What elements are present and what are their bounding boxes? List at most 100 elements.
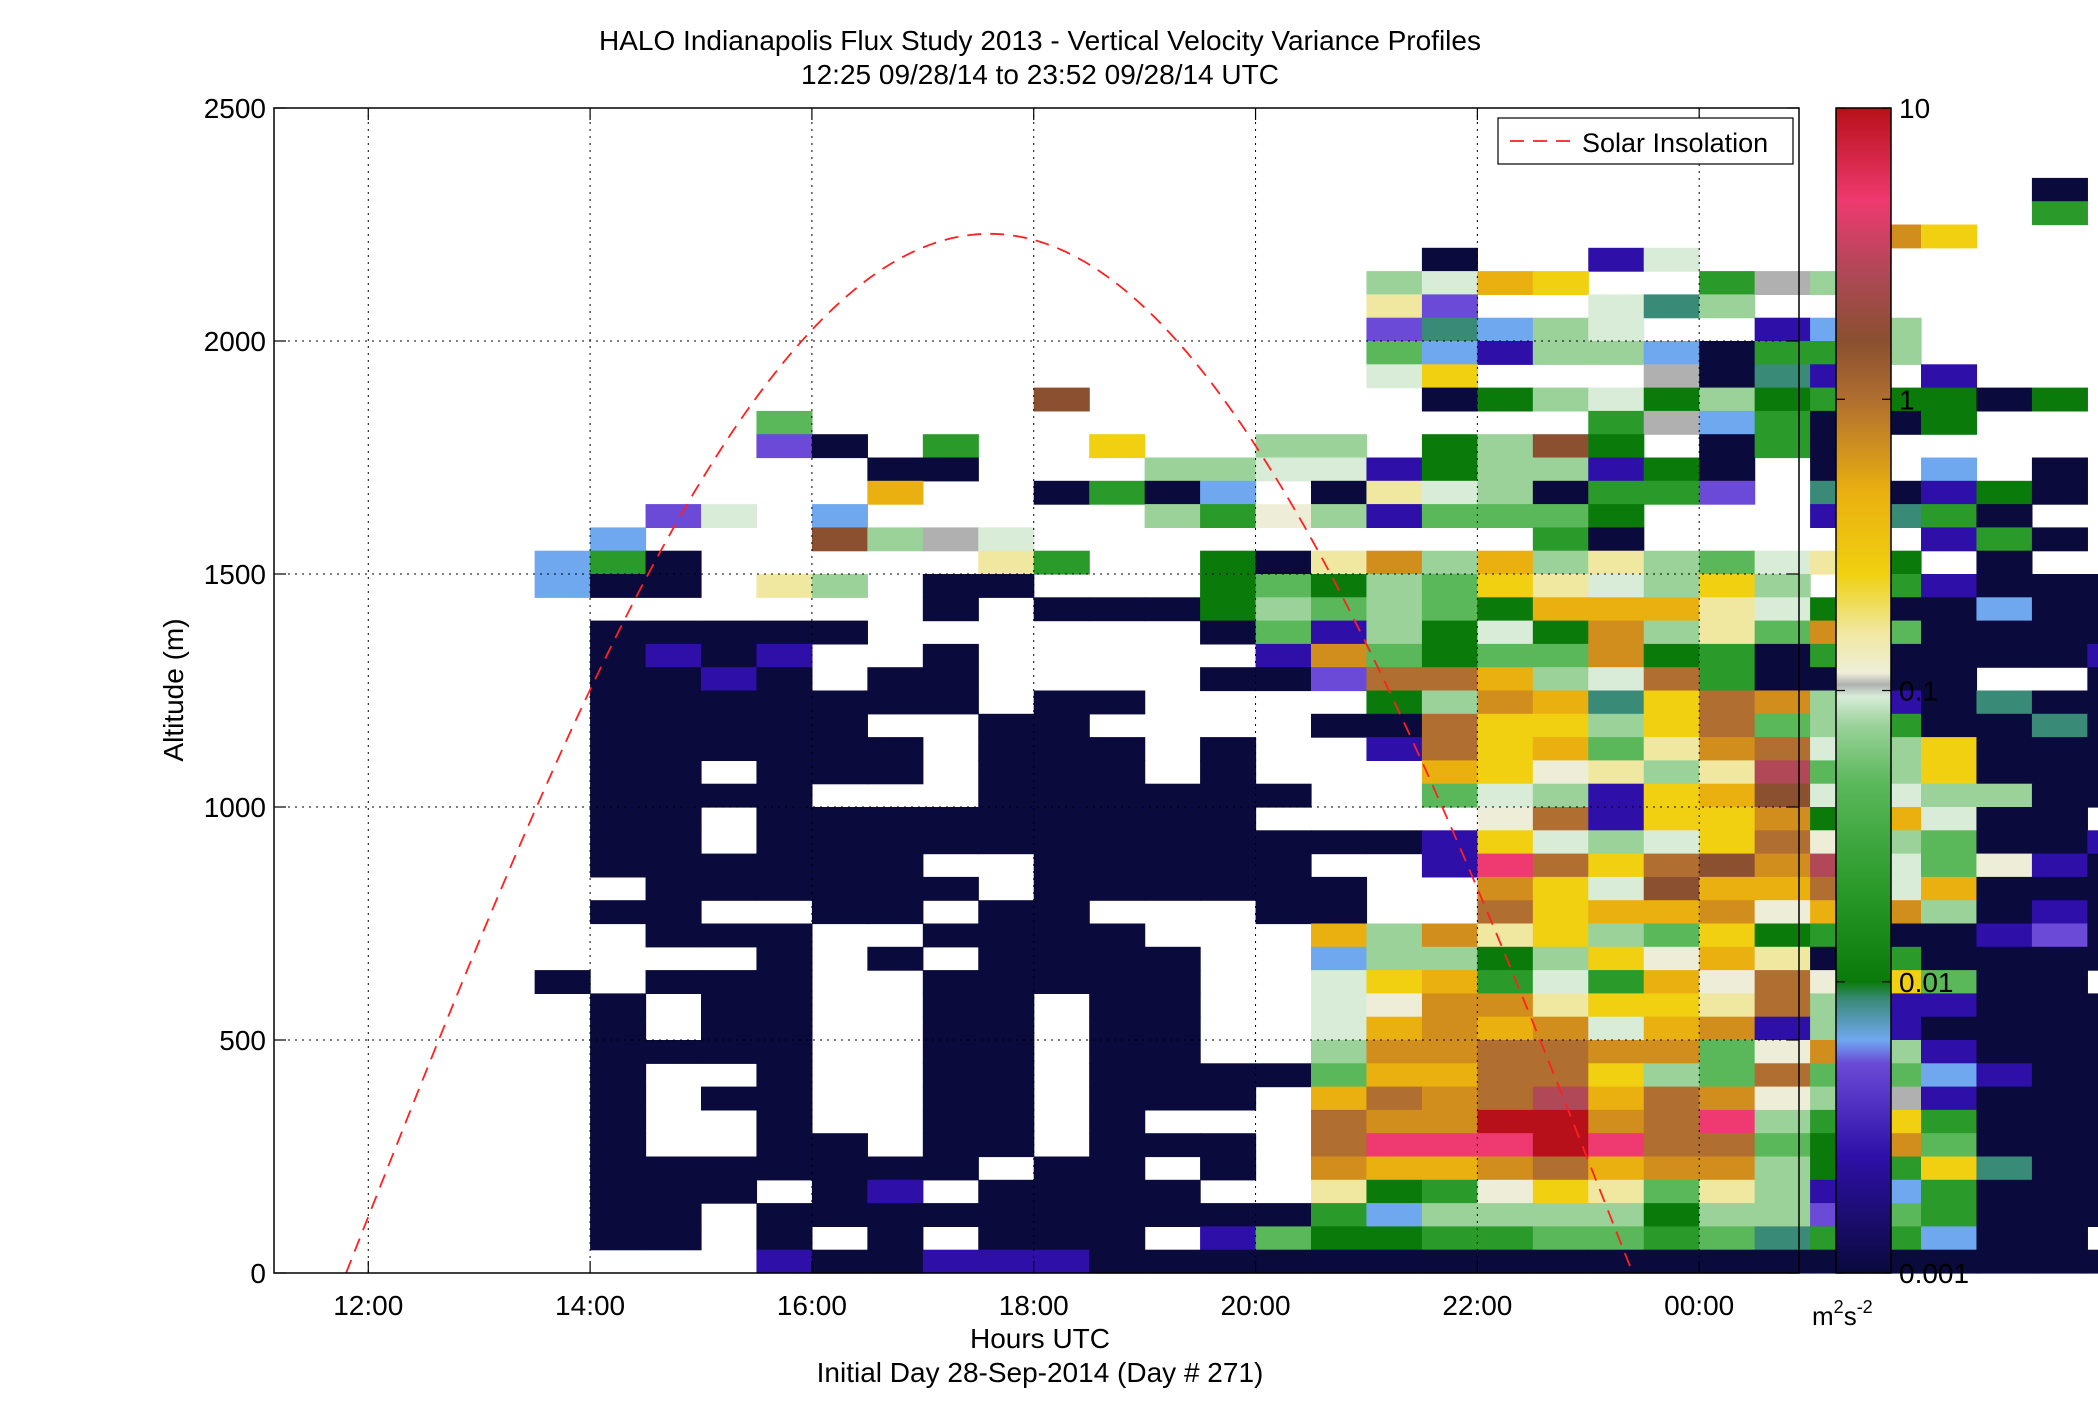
heatmap-cell xyxy=(2087,1040,2098,1064)
heatmap-cell xyxy=(590,667,647,692)
heatmap-cell xyxy=(1754,271,1811,295)
heatmap-cell xyxy=(922,1086,979,1111)
heatmap-cell xyxy=(1200,620,1257,645)
heatmap-cell xyxy=(1477,993,1534,1018)
heatmap-cell xyxy=(1532,760,1589,785)
heatmap-cell xyxy=(1588,643,1645,668)
heatmap-cell xyxy=(1144,480,1201,505)
heatmap-cell xyxy=(645,923,702,948)
heatmap-cell xyxy=(978,1226,1035,1251)
heatmap-cell xyxy=(2031,620,2088,645)
heatmap-cell xyxy=(978,970,1035,994)
heatmap-cell xyxy=(1200,1156,1257,1181)
legend: Solar Insolation xyxy=(1497,117,1794,165)
chart-title: HALO Indianapolis Flux Study 2013 - Vert… xyxy=(599,25,1481,56)
heatmap-cell xyxy=(1976,876,2033,901)
heatmap-cell xyxy=(1643,457,1700,482)
heatmap-cell xyxy=(1532,667,1589,692)
heatmap-cell xyxy=(1699,1156,1756,1181)
heatmap-cell xyxy=(1643,364,1700,389)
colorbar: 0.001 0.01 0.1 1 10 m2s-2 xyxy=(1812,93,1969,1331)
heatmap-cell xyxy=(1588,737,1645,761)
heatmap-cell xyxy=(2031,574,2088,598)
heatmap-cell xyxy=(1976,1156,2033,1181)
heatmap-cell xyxy=(1588,1226,1645,1251)
y-tick-label: 0 xyxy=(250,1258,266,1289)
heatmap-cell xyxy=(1311,1156,1368,1181)
heatmap-cell xyxy=(1311,713,1368,738)
heatmap-cell xyxy=(2031,783,2088,808)
heatmap-cell xyxy=(1588,1016,1645,1041)
heatmap-cell xyxy=(867,480,924,505)
heatmap-cell xyxy=(1921,1063,1978,1088)
heatmap-cell xyxy=(1699,760,1756,785)
heatmap-cell xyxy=(645,667,702,692)
heatmap-cell xyxy=(1754,574,1811,598)
heatmap-cell xyxy=(1588,667,1645,692)
heatmap-cell xyxy=(1754,317,1811,342)
heatmap-cell xyxy=(922,1133,979,1158)
heatmap-cell xyxy=(978,527,1035,552)
heatmap-cell xyxy=(1366,993,1423,1018)
heatmap-cell xyxy=(590,527,647,552)
y-tick-label: 2500 xyxy=(204,93,266,124)
heatmap-cell xyxy=(867,457,924,482)
heatmap-cell xyxy=(1089,853,1146,878)
heatmap-cell xyxy=(922,1040,979,1064)
heatmap-cell xyxy=(1588,247,1645,272)
heatmap-cell xyxy=(1588,1040,1645,1064)
heatmap-cell xyxy=(2087,760,2098,785)
heatmap-cell xyxy=(1366,713,1423,738)
heatmap-cell xyxy=(1699,1133,1756,1158)
heatmap-cell xyxy=(756,946,813,971)
heatmap-cell xyxy=(645,807,702,831)
heatmap-cell xyxy=(1588,1249,1645,1274)
heatmap-cell xyxy=(1089,1226,1146,1251)
heatmap-cell xyxy=(867,946,924,971)
heatmap-cell xyxy=(534,550,591,575)
heatmap-cell xyxy=(1921,946,1978,971)
heatmap-cell xyxy=(2087,1063,2098,1088)
heatmap-cell xyxy=(1421,970,1478,994)
heatmap-cell xyxy=(1588,993,1645,1018)
heatmap-cell xyxy=(1754,410,1811,435)
heatmap-cell xyxy=(1477,1179,1534,1204)
heatmap-cell xyxy=(2087,900,2098,925)
heatmap-cell xyxy=(1699,1040,1756,1064)
heatmap-cell xyxy=(1033,807,1090,831)
heatmap-cell xyxy=(2031,1179,2088,1204)
heatmap-cell xyxy=(1699,434,1756,459)
heatmap-cell xyxy=(756,993,813,1018)
heatmap-cell xyxy=(1754,597,1811,622)
heatmap-cell xyxy=(1477,271,1534,295)
heatmap-cell xyxy=(811,527,868,552)
heatmap-cell xyxy=(1421,830,1478,855)
heatmap-cell xyxy=(1144,830,1201,855)
heatmap-cell xyxy=(1588,830,1645,855)
heatmap-cell xyxy=(978,807,1035,831)
heatmap-cell xyxy=(756,783,813,808)
heatmap-cell xyxy=(1477,783,1534,808)
heatmap-cell xyxy=(1477,1063,1534,1088)
heatmap-cell xyxy=(1921,1086,1978,1111)
heatmap-cell xyxy=(1421,737,1478,761)
heatmap-cell xyxy=(1311,1109,1368,1134)
heatmap-cell xyxy=(1699,946,1756,971)
heatmap-cell xyxy=(1921,1156,1978,1181)
heatmap-cell xyxy=(1033,597,1090,622)
heatmap-cell xyxy=(645,970,702,994)
heatmap-cell xyxy=(1754,434,1811,459)
heatmap-cell xyxy=(645,1156,702,1181)
heatmap-cell xyxy=(645,690,702,715)
heatmap-cell xyxy=(1311,923,1368,948)
heatmap-cell xyxy=(811,876,868,901)
heatmap-cell xyxy=(1921,364,1978,389)
heatmap-cell xyxy=(590,1156,647,1181)
heatmap-cell xyxy=(1477,923,1534,948)
heatmap-cell xyxy=(1033,853,1090,878)
heatmap-cell xyxy=(1921,597,1978,622)
heatmap-cell xyxy=(1477,1156,1534,1181)
heatmap-cell xyxy=(1921,1109,1978,1134)
heatmap-cell xyxy=(1532,830,1589,855)
heatmap-cell xyxy=(1699,970,1756,994)
